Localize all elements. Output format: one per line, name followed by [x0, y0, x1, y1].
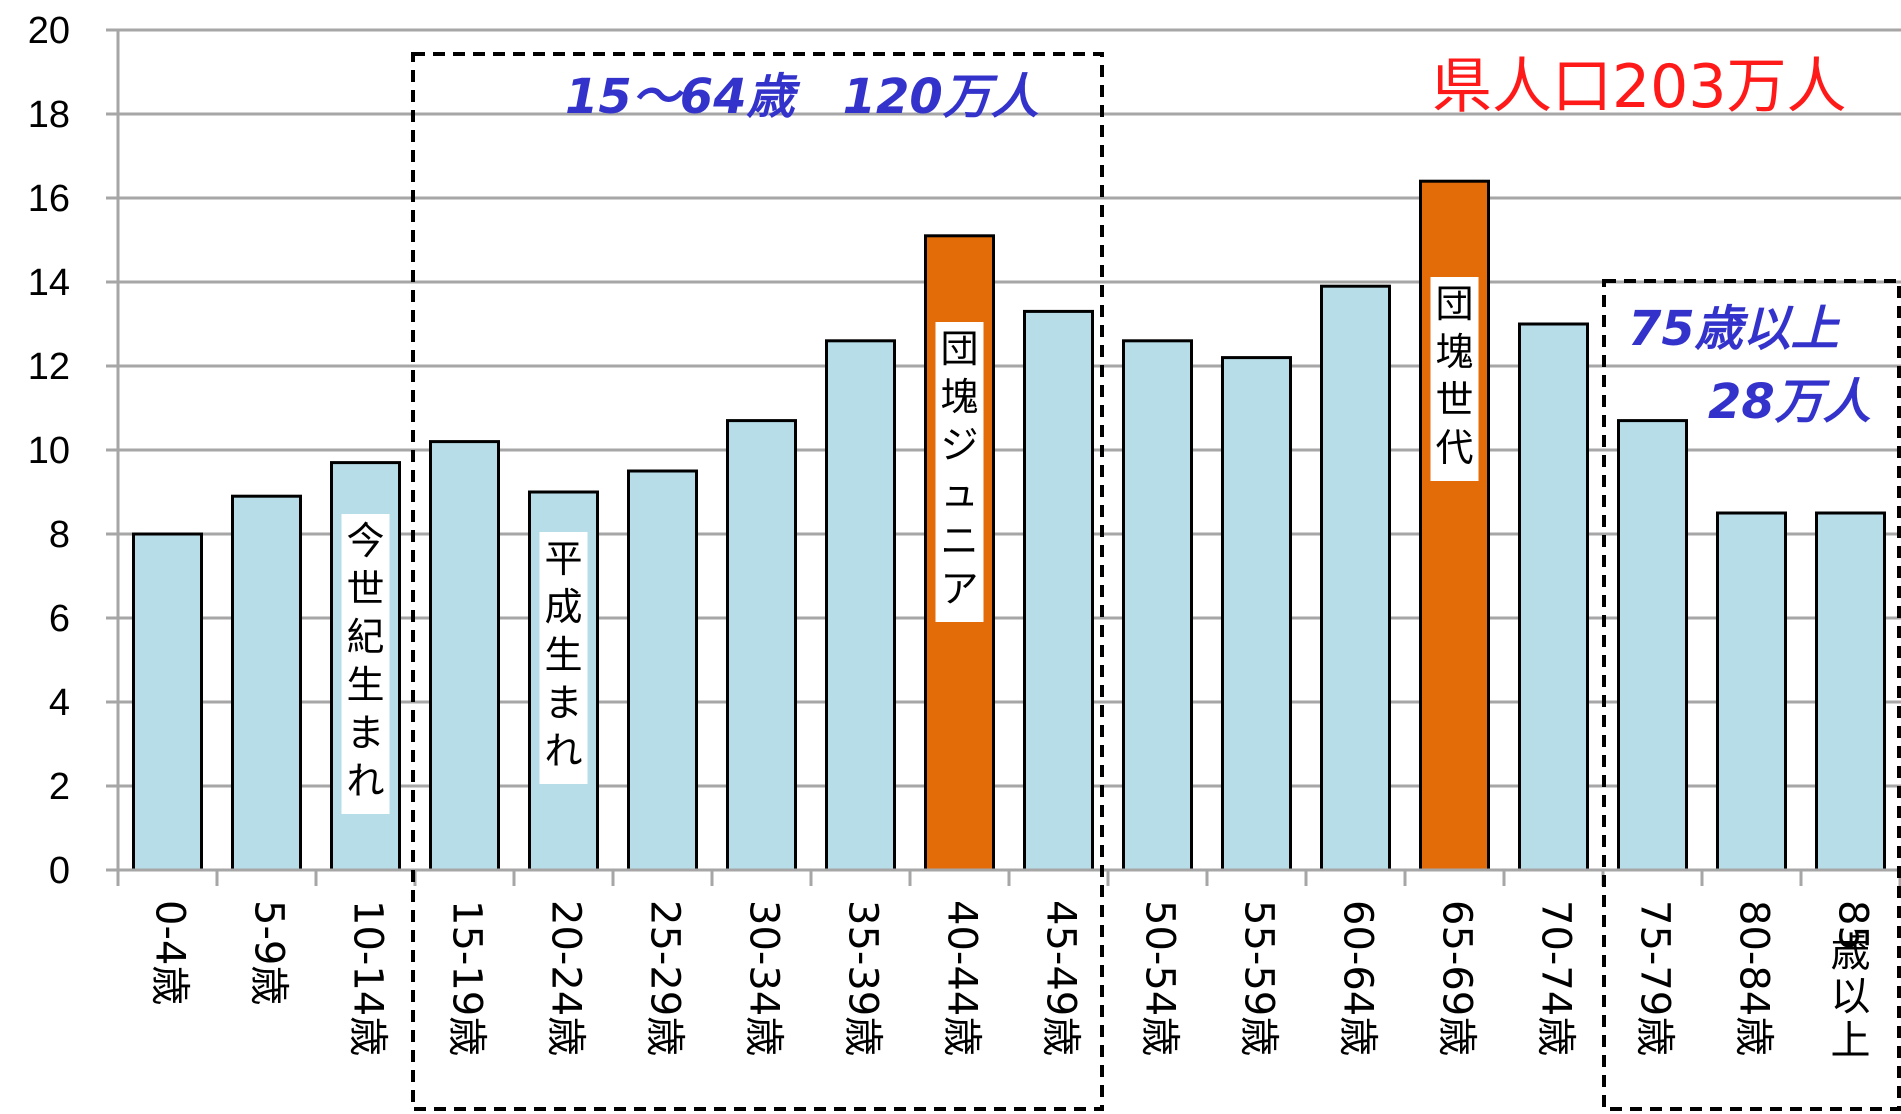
bar-16 — [1716, 511, 1787, 872]
y-tick-label: 10 — [28, 430, 70, 472]
bar-14 — [1518, 322, 1589, 872]
y-tick-label: 8 — [49, 514, 70, 556]
svg-text:ュ: ュ — [940, 471, 978, 515]
svg-text:ま: ま — [346, 711, 384, 755]
grid-lines — [116, 28, 1901, 872]
y-tick-label: 14 — [28, 262, 70, 304]
y-tick-label: 20 — [28, 10, 70, 52]
bar-15 — [1617, 419, 1688, 872]
bar-3 — [429, 440, 500, 872]
svg-text:平: 平 — [544, 537, 582, 581]
bars — [132, 179, 1886, 872]
y-tick-label: 18 — [28, 94, 70, 136]
x-category-label: 25-29歳 — [642, 900, 688, 1056]
svg-text:成: 成 — [544, 585, 582, 629]
elderly-annotation-line2: 28万人 — [1708, 374, 1871, 430]
y-tick-label: 6 — [49, 598, 70, 640]
svg-text:れ: れ — [544, 729, 582, 773]
elderly-annotation-line1: 75歳以上 — [1628, 301, 1841, 357]
x-axis: 0-4歳 5-9歳 10-14歳 15-19歳 20-24歳 25-29歳 30-34歳 35… — [116, 868, 1901, 1064]
svg-text:以: 以 — [1831, 974, 1871, 1020]
x-category-label: 70-74歳 — [1533, 900, 1579, 1056]
svg-text:れ: れ — [346, 759, 384, 803]
x-category-label: 35-39歳 — [840, 900, 886, 1056]
x-category-label: 0-4歳 — [147, 900, 193, 1005]
svg-text:ジ: ジ — [940, 423, 978, 467]
bar-1 — [231, 494, 302, 872]
y-tick-label: 2 — [49, 766, 70, 808]
y-axis-ticks: 0 2 4 6 8 10 12 14 16 18 20 — [28, 10, 118, 892]
svg-text:世: 世 — [346, 567, 384, 611]
bar-10 — [1122, 339, 1193, 872]
svg-text:団: 団 — [1435, 282, 1473, 326]
svg-text:団: 団 — [940, 327, 978, 371]
svg-text:上: 上 — [1831, 1018, 1871, 1064]
elderly-box — [1602, 279, 1901, 1111]
x-category-label: 80-84歳 — [1731, 900, 1777, 1056]
y-tick-label: 0 — [49, 850, 70, 892]
bar-5 — [627, 469, 698, 872]
bar-12 — [1320, 284, 1391, 872]
svg-text:世: 世 — [1435, 378, 1473, 422]
svg-text:今: 今 — [346, 519, 384, 563]
x-category-label: 55-59歳 — [1236, 900, 1282, 1056]
bar-0 — [132, 532, 203, 872]
x-category-label: 15-19歳 — [444, 900, 490, 1056]
svg-text:生: 生 — [544, 633, 582, 677]
svg-text:塊: 塊 — [940, 375, 978, 419]
svg-text:塊: 塊 — [1435, 330, 1473, 374]
working-age-box — [411, 52, 1104, 1111]
x-category-label: 20-24歳 — [543, 900, 589, 1056]
working-age-annotation: 15～64歳 120万人 — [565, 69, 1039, 125]
svg-text:生: 生 — [346, 663, 384, 707]
x-category-label: 5-9歳 — [246, 900, 292, 1005]
svg-text:ア: ア — [940, 567, 978, 611]
x-category-label: 30-34歳 — [741, 900, 787, 1056]
total-population-annotation: 県人口203万人 — [1432, 52, 1847, 122]
svg-text:ま: ま — [544, 681, 582, 725]
x-category-label: 75-79歳 — [1632, 900, 1678, 1056]
bar-17 — [1815, 511, 1886, 872]
svg-text:歳: 歳 — [1831, 930, 1871, 976]
group-boxes — [411, 52, 1901, 1111]
y-tick-label: 12 — [28, 346, 70, 388]
bar-6 — [726, 419, 797, 872]
svg-text:紀: 紀 — [346, 615, 384, 659]
x-category-label: 10-14歳 — [345, 900, 391, 1056]
svg-text:85: 85 — [1830, 900, 1876, 951]
svg-text:代: 代 — [1435, 426, 1473, 470]
x-category-label: 45-49歳 — [1038, 900, 1084, 1056]
x-category-label: 40-44歳 — [939, 900, 985, 1056]
x-category-label: 65-69歳 — [1434, 900, 1480, 1056]
svg-text:ニ: ニ — [940, 519, 978, 563]
y-tick-label: 16 — [28, 178, 70, 220]
y-tick-label: 4 — [49, 682, 70, 724]
x-category-label: 50-54歳 — [1137, 900, 1183, 1056]
bar-7 — [825, 339, 896, 872]
x-category-label: 60-64歳 — [1335, 900, 1381, 1056]
bar-9 — [1023, 309, 1094, 872]
bar-11 — [1221, 356, 1292, 872]
